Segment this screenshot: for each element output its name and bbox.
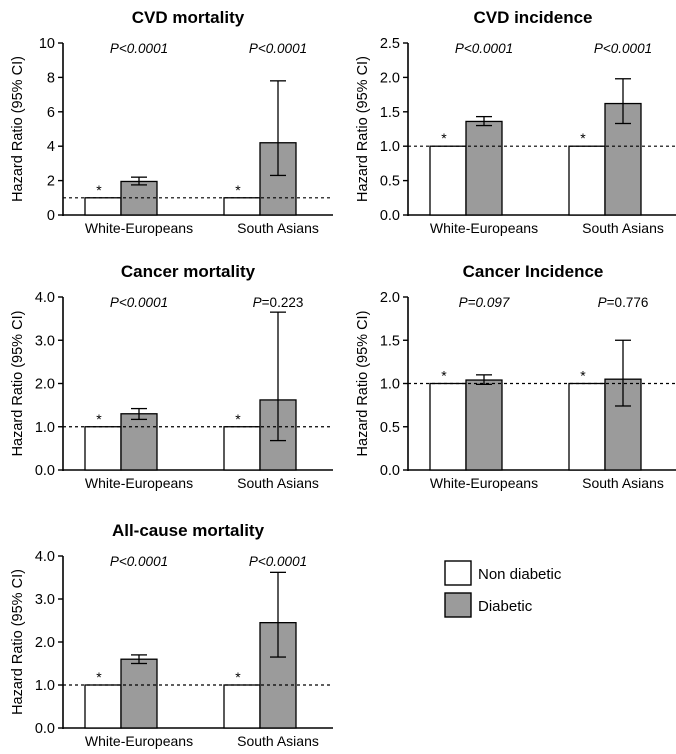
x-category-label: White-Europeans [430, 475, 538, 491]
p-value: P=0.097 [459, 295, 510, 310]
non-diabetic-bar [223, 426, 261, 471]
y-tick-label: 0.0 [380, 463, 400, 479]
reference-marker: * [580, 368, 586, 384]
y-tick-label: 6 [47, 105, 55, 121]
non-diabetic-bar [84, 197, 122, 216]
legend: Non diabetic Diabetic [444, 560, 562, 618]
y-tick-label: 2.5 [380, 36, 400, 52]
reference-marker: * [96, 669, 102, 685]
p-value: P<0.0001 [110, 41, 168, 56]
y-tick-label: 2.0 [380, 290, 400, 306]
diabetic-bar [465, 379, 503, 471]
p-value: P<0.0001 [249, 554, 307, 569]
chart-title: Cancer mortality [121, 262, 256, 281]
legend-label-diabetic: Diabetic [478, 598, 533, 615]
legend-swatch-diabetic [444, 592, 472, 618]
y-tick-label: 3.0 [35, 592, 55, 608]
y-axis-label: Hazard Ratio (95% CI) [355, 56, 371, 202]
non-diabetic-bar [429, 382, 467, 471]
p-value: P=0.776 [598, 295, 649, 310]
non-diabetic-bar [568, 382, 606, 471]
diabetic-bar [120, 658, 158, 729]
p-value: P<0.0001 [110, 554, 168, 569]
non-diabetic-bar [84, 684, 122, 729]
reference-marker: * [580, 130, 586, 146]
y-tick-label: 2.0 [35, 377, 55, 393]
y-tick-label: 3.0 [35, 333, 55, 349]
x-category-label: White-Europeans [430, 220, 538, 236]
chart-panel-3: Cancer mortality Hazard Ratio (95% CI) 0.0… [10, 262, 333, 491]
non-diabetic-bar [223, 684, 261, 729]
diabetic-bar [465, 120, 503, 216]
y-tick-label: 0.0 [35, 463, 55, 479]
y-tick-label: 0.0 [35, 721, 55, 737]
y-tick-label: 8 [47, 70, 55, 86]
y-tick-label: 2.0 [380, 70, 400, 86]
y-tick-label: 2 [47, 174, 55, 190]
p-value: P<0.0001 [249, 41, 307, 56]
y-tick-label: 4.0 [35, 549, 55, 565]
reference-marker: * [96, 182, 102, 198]
x-category-label: White-Europeans [85, 220, 193, 236]
chart-panel-2: CVD incidence Hazard Ratio (95% CI) 0.0 0.5… [355, 8, 676, 236]
reference-marker: * [96, 411, 102, 427]
chart-panel-1: CVD mortality Hazard Ratio (95% CI) 0 2 4 6 8 1… [10, 8, 333, 236]
y-tick-label: 2.0 [35, 635, 55, 651]
y-tick-label: 1.5 [380, 333, 400, 349]
non-diabetic-bar [84, 426, 122, 471]
chart-title: Cancer Incidence [463, 262, 604, 281]
y-tick-label: 10 [39, 36, 55, 52]
y-tick-label: 0.0 [380, 208, 400, 224]
x-category-label: South Asians [582, 475, 664, 491]
p-value: P<0.0001 [594, 41, 652, 56]
y-axis-label: Hazard Ratio (95% CI) [10, 569, 26, 715]
p-value: P<0.0001 [110, 295, 168, 310]
y-tick-label: 1.0 [380, 139, 400, 155]
reference-marker: * [441, 130, 447, 146]
chart-title: CVD mortality [132, 8, 245, 27]
chart-panel-5: All-cause mortality Hazard Ratio (95% CI)… [10, 521, 333, 749]
p-value: P=0.223 [253, 295, 304, 310]
non-diabetic-bar [223, 197, 261, 216]
reference-marker: * [235, 411, 241, 427]
x-category-label: South Asians [237, 475, 319, 491]
x-category-label: White-Europeans [85, 475, 193, 491]
chart-panel-4: Cancer Incidence Hazard Ratio (95% CI) 0.0… [355, 262, 676, 491]
y-tick-label: 1.0 [380, 377, 400, 393]
y-tick-label: 4.0 [35, 290, 55, 306]
diabetic-bar [120, 413, 158, 471]
chart-title: CVD incidence [473, 8, 592, 27]
chart-title: All-cause mortality [112, 521, 265, 540]
x-category-label: White-Europeans [85, 733, 193, 749]
reference-marker: * [235, 182, 241, 198]
y-tick-label: 4 [47, 139, 55, 155]
y-axis-label: Hazard Ratio (95% CI) [10, 56, 26, 202]
y-axis-label: Hazard Ratio (95% CI) [10, 311, 26, 457]
legend-label-non-diabetic: Non diabetic [478, 566, 562, 583]
y-axis-label: Hazard Ratio (95% CI) [355, 311, 371, 457]
legend-swatch-non-diabetic [444, 560, 472, 586]
x-category-label: South Asians [237, 220, 319, 236]
y-tick-label: 0.5 [380, 420, 400, 436]
y-tick-label: 1.5 [380, 105, 400, 121]
y-tick-label: 0 [47, 208, 55, 224]
non-diabetic-bar [568, 145, 606, 216]
y-tick-label: 1.0 [35, 678, 55, 694]
x-category-label: South Asians [237, 733, 319, 749]
y-tick-label: 1.0 [35, 420, 55, 436]
reference-marker: * [235, 669, 241, 685]
reference-marker: * [441, 368, 447, 384]
diabetic-bar [120, 180, 158, 216]
x-category-label: South Asians [582, 220, 664, 236]
y-tick-label: 0.5 [380, 174, 400, 190]
non-diabetic-bar [429, 145, 467, 216]
p-value: P<0.0001 [455, 41, 513, 56]
